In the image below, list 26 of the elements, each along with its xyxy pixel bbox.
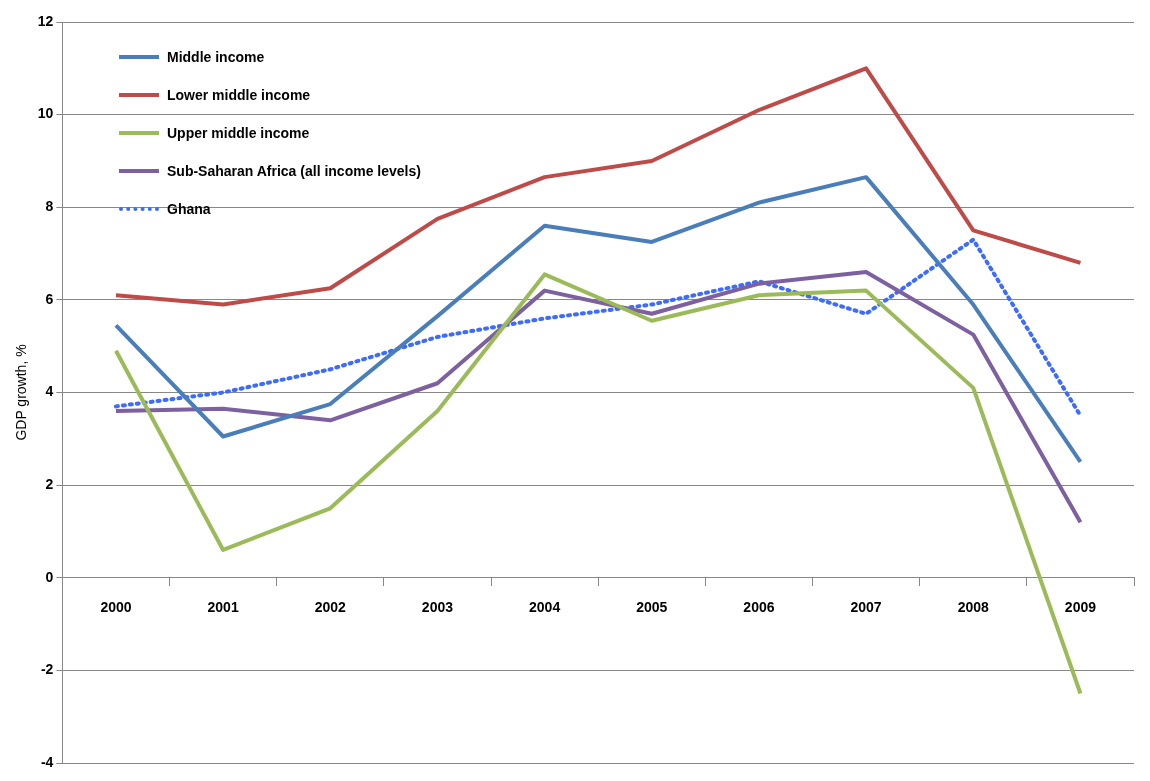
y-tick-label: 8 [45,198,54,215]
x-tick-label: 2003 [421,599,454,616]
y-tick-label: 12 [37,12,54,29]
x-tick-label: 2004 [529,599,561,616]
y-tick-label: 0 [45,568,54,585]
legend-label: Upper middle income [167,125,310,141]
x-tick-label: 2005 [636,599,668,616]
y-tick-label: 4 [45,383,54,400]
y-tick-label: 2 [45,475,54,492]
y-tick-label: 10 [37,105,54,122]
x-tick-label: 2007 [850,599,882,616]
x-tick-label: 2002 [314,599,347,616]
x-tick-label: 2000 [100,599,132,616]
y-tick-label: -4 [40,753,54,770]
x-tick-label: 2008 [957,599,990,616]
x-tick-label: 2001 [207,599,239,616]
legend-label: Middle income [167,49,265,65]
legend-label: Sub-Saharan Africa (all income levels) [167,163,421,179]
x-tick-label: 2009 [1064,599,1097,616]
line-series [113,237,1083,418]
legend-label: Ghana [167,201,211,217]
x-tick-label: 2006 [743,599,775,616]
y-tick-label: -2 [40,661,54,678]
y-tick-label: 6 [45,290,54,307]
legend-label: Lower middle income [167,87,311,103]
y-axis-title: GDP growth, % [13,344,30,441]
